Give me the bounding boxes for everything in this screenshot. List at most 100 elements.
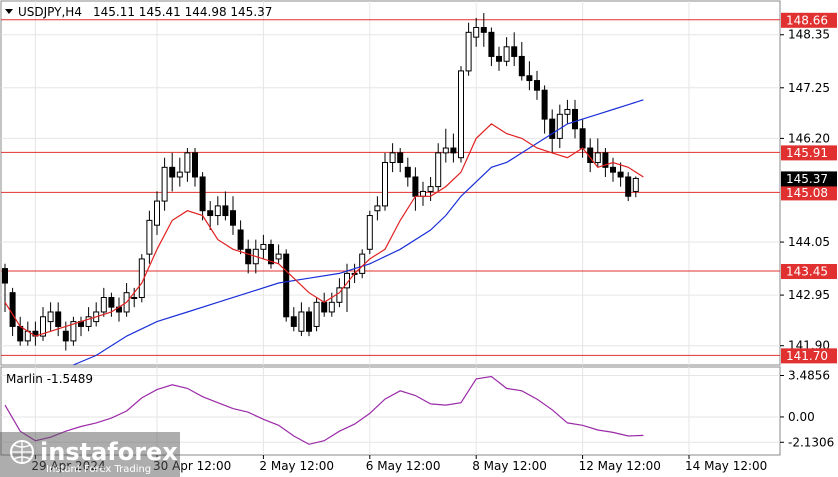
candle-body xyxy=(62,330,69,342)
ind-y-tick-label: -2.1306 xyxy=(788,435,834,449)
candle-body xyxy=(199,176,206,212)
indicator-label: Marlin -1.5489 xyxy=(6,372,93,386)
price-badge-label: 145.37 xyxy=(786,172,828,186)
candle-body xyxy=(511,46,518,57)
candle-body xyxy=(374,205,381,212)
candle-body xyxy=(47,311,54,323)
candle-body xyxy=(154,200,160,226)
price-badge-label: 145.08 xyxy=(786,186,828,200)
price-badge xyxy=(781,263,837,279)
candle-body xyxy=(556,113,563,139)
indicator-panel-bg xyxy=(0,366,781,456)
candle-body xyxy=(176,171,183,178)
price-badges: 148.66 145.91 145.08 143.45 141.70 145.37 xyxy=(781,12,837,364)
y-tick-label: 142.95 xyxy=(788,288,830,302)
candle-body xyxy=(480,27,487,33)
candle-body xyxy=(306,311,312,332)
candle-body xyxy=(260,243,267,250)
symbol-label: USDJPY,H4 xyxy=(18,5,82,19)
candle-body xyxy=(564,108,571,115)
candle-body xyxy=(610,166,616,173)
candle-body xyxy=(496,55,502,62)
candle-body xyxy=(9,292,16,327)
candle-body xyxy=(420,190,426,197)
candle-body xyxy=(192,152,198,178)
candle-body xyxy=(2,268,8,284)
candle-body xyxy=(382,162,388,207)
candle-body xyxy=(313,301,320,327)
candle-body xyxy=(17,325,24,342)
candle-body xyxy=(131,297,138,300)
candle-body xyxy=(207,210,214,217)
candle-body xyxy=(70,321,77,342)
candle-body xyxy=(572,108,578,130)
candle-body xyxy=(169,166,176,178)
candle-body xyxy=(397,152,404,164)
candle-body xyxy=(336,287,343,303)
price-badge-label: 145.91 xyxy=(786,146,828,160)
candle-body xyxy=(275,253,282,260)
watermark-logo: instaforex Instant Forex Trading xyxy=(0,432,180,477)
price-badge xyxy=(781,12,837,28)
candle-body xyxy=(237,229,244,250)
ind-y-tick-label: 3.4856 xyxy=(788,368,830,382)
price-badge-label: 143.45 xyxy=(786,264,828,278)
candle-body xyxy=(602,152,609,168)
candle-body xyxy=(435,152,442,188)
candle-body xyxy=(321,301,328,313)
candle-body xyxy=(161,166,168,202)
price-badge xyxy=(781,145,837,161)
watermark-brand: instaforex xyxy=(40,438,178,466)
x-tick-label: 2 May 12:00 xyxy=(259,459,334,473)
candle-body xyxy=(85,316,92,327)
x-tick-label: 6 May 12:00 xyxy=(366,459,441,473)
price-badge xyxy=(781,185,837,201)
x-tick-label: 8 May 12:00 xyxy=(472,459,547,473)
candle-body xyxy=(100,297,107,313)
x-tick-label: 12 May 12:00 xyxy=(579,459,661,473)
candle-body xyxy=(625,176,632,197)
candle-body xyxy=(290,316,297,327)
watermark-tagline: Instant Forex Trading xyxy=(46,464,151,475)
x-tick-label: 29 Apr 2024 xyxy=(31,459,105,473)
ind-y-tick-label: 0.00 xyxy=(788,410,815,424)
candle-body xyxy=(245,248,252,265)
candle-body xyxy=(328,301,335,313)
candle-body xyxy=(404,166,411,178)
candle-body xyxy=(526,75,533,82)
candles xyxy=(2,13,639,351)
candle-body xyxy=(366,215,373,250)
candle-body xyxy=(617,171,624,178)
price-badge-label: 141.70 xyxy=(786,349,828,363)
main-grid xyxy=(1,1,780,365)
candle-body xyxy=(458,70,464,159)
candle-body xyxy=(389,152,396,164)
candle-body xyxy=(465,31,472,72)
x-axis: 29 Apr 2024 30 Apr 12:00 2 May 12:00 6 May … xyxy=(31,455,767,473)
symbol-dropdown-icon[interactable] xyxy=(5,9,13,14)
price-badge xyxy=(781,171,837,187)
candle-body xyxy=(518,55,525,77)
candle-body xyxy=(283,253,290,318)
y-tick-label: 146.20 xyxy=(788,131,830,145)
candle-body xyxy=(222,205,229,217)
x-tick-label: 30 Apr 12:00 xyxy=(153,459,231,473)
candle-body xyxy=(214,205,221,217)
candle-body xyxy=(268,243,274,265)
candle-body xyxy=(488,31,495,57)
candle-body xyxy=(412,176,419,197)
indicator-grid xyxy=(1,367,780,455)
candle-body xyxy=(298,311,305,332)
main-panel-bg xyxy=(0,0,781,366)
y-tick-label: 147.25 xyxy=(788,81,830,95)
candle-body xyxy=(442,147,449,154)
candle-body xyxy=(427,186,434,192)
candle-body xyxy=(184,152,191,173)
candle-body xyxy=(55,311,62,327)
candle-body xyxy=(594,152,601,164)
indicator-y-axis: 3.4856 0.00 -2.1306 xyxy=(780,368,834,449)
y-tick-label: 144.05 xyxy=(788,235,830,249)
candle-body xyxy=(473,27,480,38)
